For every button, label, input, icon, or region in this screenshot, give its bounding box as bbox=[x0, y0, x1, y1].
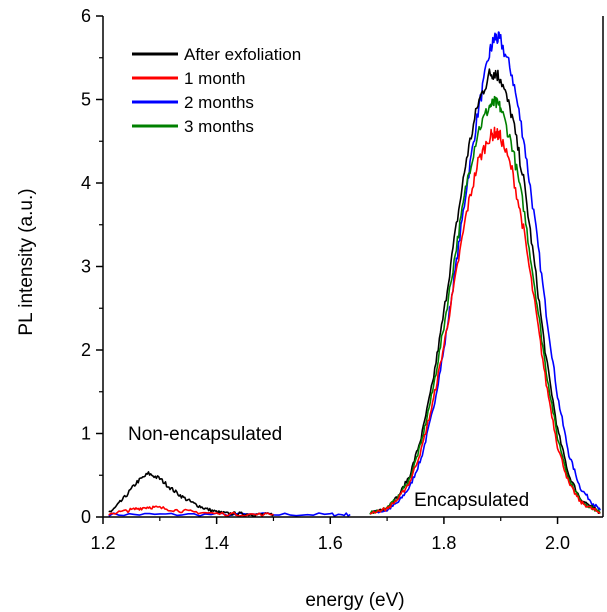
y-tick-label: 4 bbox=[81, 173, 91, 193]
legend-label: 2 months bbox=[184, 93, 254, 112]
y-axis-title: PL intensity (a.u.) bbox=[16, 188, 37, 335]
annotation-non-encapsulated: Non-encapsulated bbox=[128, 424, 282, 445]
y-tick-label: 3 bbox=[81, 257, 91, 277]
y-tick-label: 1 bbox=[81, 424, 91, 444]
x-tick-label: 2.0 bbox=[545, 533, 570, 553]
series-line-3-segment-0 bbox=[369, 95, 601, 515]
y-tick-label: 2 bbox=[81, 340, 91, 360]
series-layer bbox=[108, 31, 601, 517]
y-tick-label: 6 bbox=[81, 6, 91, 26]
series-line-1-segment-1 bbox=[370, 126, 601, 515]
legend-label: After exfoliation bbox=[184, 45, 301, 64]
series-line-1-segment-0 bbox=[108, 505, 274, 517]
x-tick-label: 1.6 bbox=[318, 533, 343, 553]
series-line-0-segment-0 bbox=[108, 471, 275, 517]
x-axis-title: energy (eV) bbox=[305, 590, 404, 611]
axes-layer: 0 1 2 3 4 5 6 1.2 1.4 1.6 1.8 2.0 bbox=[81, 6, 604, 553]
series-line-2-segment-1 bbox=[369, 31, 601, 515]
y-tick-label: 5 bbox=[81, 90, 91, 110]
series-line-2-segment-0 bbox=[108, 512, 351, 517]
x-tick-label: 1.2 bbox=[90, 533, 115, 553]
legend-label: 3 months bbox=[184, 117, 254, 136]
legend: After exfoliation 1 month 2 months 3 months bbox=[132, 45, 301, 136]
legend-label: 1 month bbox=[184, 69, 245, 88]
x-tick-label: 1.4 bbox=[204, 533, 229, 553]
series-line-0-segment-1 bbox=[369, 68, 601, 515]
annotation-encapsulated: Encapsulated bbox=[414, 490, 529, 511]
x-tick-label: 1.8 bbox=[431, 533, 456, 553]
y-tick-label: 0 bbox=[81, 507, 91, 527]
